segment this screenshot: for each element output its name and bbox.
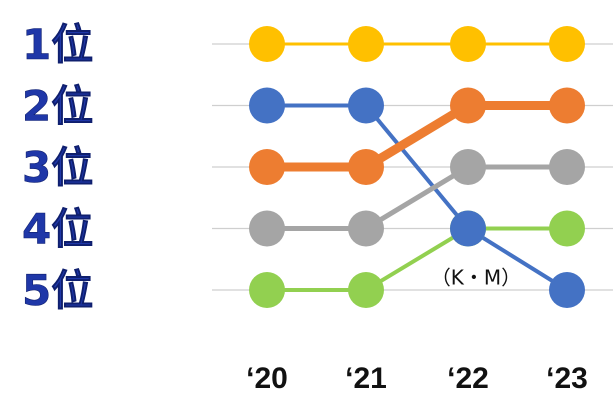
marker-series-2-point-2	[450, 87, 486, 124]
marker-series-3-point-0	[249, 210, 285, 247]
year-label-1: ‘21	[345, 362, 387, 395]
rank-label-5: 5位	[22, 266, 93, 315]
marker-series-0-point-1	[348, 26, 384, 62]
series-line-2	[262, 101, 572, 172]
marker-series-2-point-3	[549, 87, 585, 124]
series	[262, 42, 572, 292]
marker-series-2-point-1	[348, 149, 384, 185]
marker-series-4-point-3	[549, 210, 585, 247]
marker-series-3-point-2	[450, 149, 486, 185]
rank-label-4: 4位	[22, 205, 93, 254]
annotation-label-0: （K・M）	[431, 266, 521, 290]
series-line-4	[265, 226, 569, 292]
year-label-0: ‘20	[246, 362, 288, 395]
marker-series-1-point-1	[348, 87, 384, 124]
marker-series-0-point-3	[549, 26, 585, 62]
marker-series-2-point-0	[249, 149, 285, 185]
rank-label-2: 2位	[22, 82, 93, 131]
year-label-3: ‘23	[546, 362, 588, 395]
rank-label-3: 3位	[22, 143, 93, 192]
marker-series-4-point-1	[348, 272, 384, 308]
marker-series-1-point-2	[450, 210, 486, 247]
year-label-2: ‘22	[447, 362, 489, 395]
marker-series-1-point-0	[249, 87, 285, 124]
labels: 1位 2位 3位 4位 5位 ‘20 ‘21 ‘22 ‘23 （K・M）	[22, 20, 588, 395]
marker-series-1-point-3	[549, 272, 585, 308]
marker-series-0-point-2	[450, 26, 486, 62]
marker-series-3-point-3	[549, 149, 585, 185]
marker-series-3-point-1	[348, 210, 384, 247]
marker-series-4-point-0	[249, 272, 285, 308]
marker-series-0-point-0	[249, 26, 285, 62]
series-line-3	[264, 164, 570, 231]
markers	[249, 26, 585, 308]
series-line-1	[265, 103, 569, 292]
rank-label-1: 1位	[22, 20, 93, 69]
